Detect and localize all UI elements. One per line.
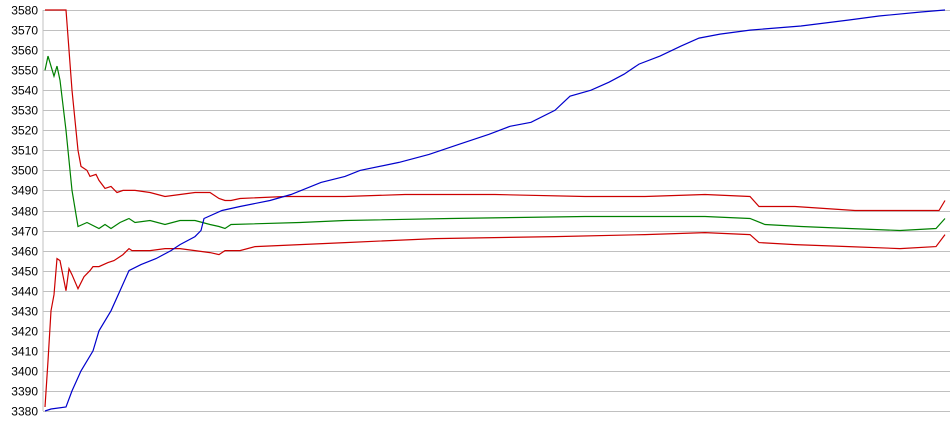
series-line-1: [44, 55, 946, 232]
series-line-3: [44, 9, 946, 412]
y-tick-label: 3490: [11, 184, 38, 198]
y-axis-tick-labels: 3580 3570 3560 3550 3540 3530 3520 3510 3500 3490…: [11, 4, 38, 419]
y-tick-label: 3400: [11, 365, 38, 379]
y-tick-label: 3420: [11, 325, 38, 339]
y-tick-label: 3480: [11, 205, 38, 219]
y-tick-label: 3440: [11, 285, 38, 299]
y-tick-label: 3510: [11, 144, 38, 158]
y-tick-label: 3450: [11, 265, 38, 279]
y-tick-label: 3570: [11, 24, 38, 38]
series-lines: [44, 9, 946, 412]
gridlines: [42, 10, 950, 412]
y-tick-label: 3580: [11, 4, 38, 18]
y-tick-label: 3410: [11, 345, 38, 359]
y-tick-label: 3550: [11, 64, 38, 78]
y-tick-label: 3500: [11, 164, 38, 178]
series-line-2: [44, 231, 946, 408]
y-tick-label: 3520: [11, 124, 38, 138]
y-tick-label: 3390: [11, 385, 38, 399]
y-tick-label: 3540: [11, 84, 38, 98]
series-line-0: [45, 9, 946, 212]
y-tick-label: 3380: [11, 405, 38, 419]
y-tick-label: 3560: [11, 44, 38, 58]
y-tick-label: 3430: [11, 305, 38, 319]
y-tick-label: 3460: [11, 245, 38, 259]
y-tick-label: 3530: [11, 104, 38, 118]
y-tick-label: 3470: [11, 225, 38, 239]
